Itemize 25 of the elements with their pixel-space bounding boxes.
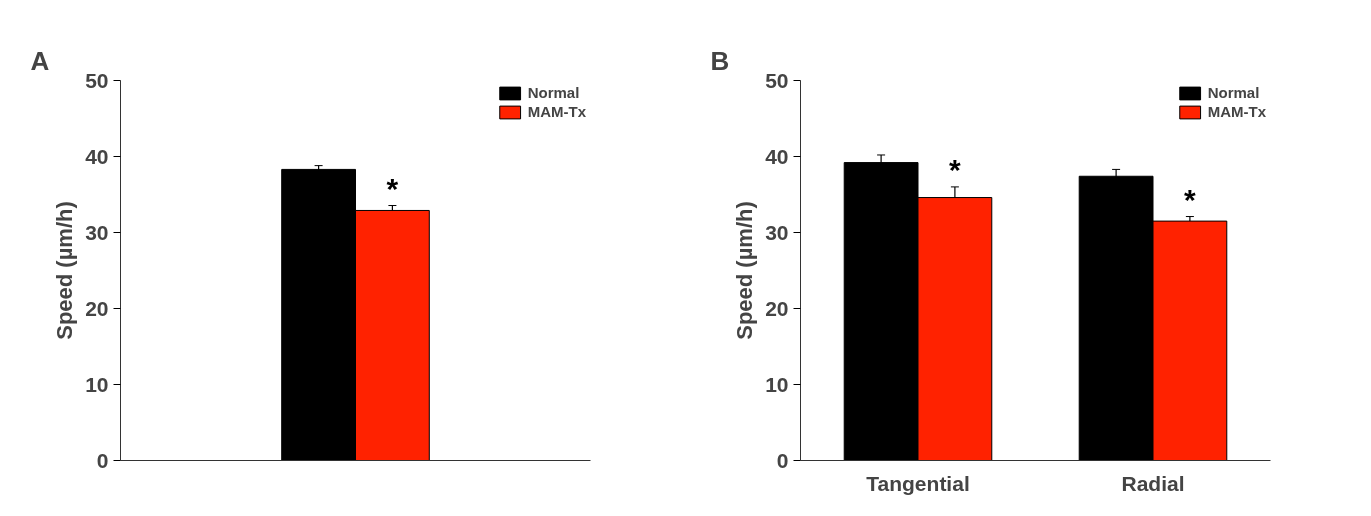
legend-label: Normal	[1207, 84, 1260, 101]
y-tick-label: 0	[776, 448, 789, 472]
x-tick-label: Tangential	[866, 471, 970, 495]
y-axis-title: Speed (µm/h)	[52, 201, 78, 340]
y-tick-label: 30	[765, 220, 789, 244]
y-tick-label: 0	[96, 448, 109, 472]
y-tick-label: 20	[85, 296, 109, 320]
y-tick-label: 40	[765, 144, 789, 168]
legend-label: Normal	[527, 84, 580, 101]
y-tick-label: 40	[85, 144, 109, 168]
annotation: *	[1184, 182, 1197, 216]
legend-label: MAM-Tx	[1207, 103, 1266, 120]
y-tick-label: 20	[765, 296, 789, 320]
annotation: *	[386, 171, 399, 205]
y-tick-label: 50	[85, 68, 109, 92]
y-axis-title: Speed (µm/h)	[732, 201, 758, 340]
x-tick-label: Radial	[1121, 471, 1185, 495]
legend-label: MAM-Tx	[527, 103, 586, 120]
y-tick-label: 10	[765, 372, 789, 396]
annotation: *	[949, 152, 962, 186]
y-tick-label: 10	[85, 372, 109, 396]
chart-title: A	[30, 45, 50, 76]
chart-title: B	[710, 45, 730, 76]
y-tick-label: 50	[765, 68, 789, 92]
y-tick-label: 30	[85, 220, 109, 244]
